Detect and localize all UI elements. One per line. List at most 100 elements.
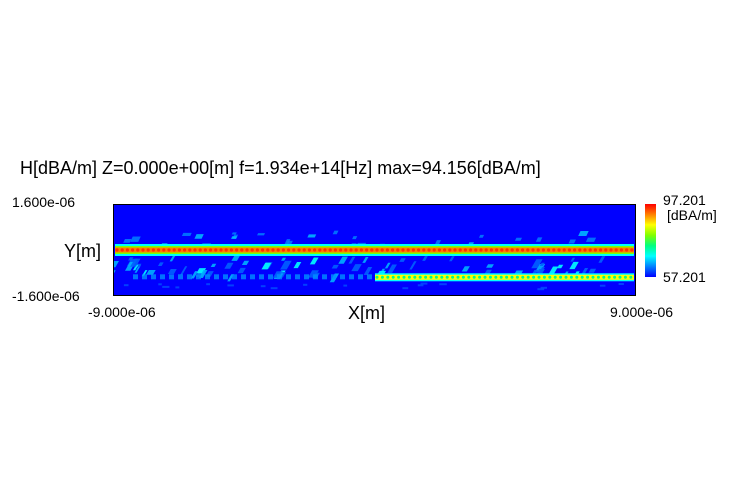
field-streak-middle [198, 270, 208, 278]
lower-band-node [407, 275, 411, 279]
lower-band-node [618, 275, 622, 279]
upper-band-node [250, 248, 254, 252]
upper-band-node [453, 248, 457, 252]
upper-band-node [609, 248, 613, 252]
upper-band-node [463, 248, 467, 252]
upper-band-node [515, 248, 519, 252]
field-streak-middle [588, 268, 597, 273]
upper-band-node [557, 248, 561, 252]
field-streak-middle [351, 264, 362, 272]
upper-band-node [167, 248, 171, 252]
lower-band-node [451, 275, 455, 279]
upper-band-node [354, 248, 358, 252]
lower-band-faint [250, 274, 255, 280]
lower-band-node [559, 275, 563, 279]
upper-band-node [349, 248, 353, 252]
field-streak-upper [231, 232, 237, 235]
x-axis-label: X[m] [348, 303, 386, 323]
field-streak-middle [146, 270, 156, 275]
field-streak-upper [478, 234, 485, 238]
upper-band-node [209, 248, 213, 252]
upper-band-node [583, 248, 587, 252]
upper-band-node [474, 248, 478, 252]
upper-band-node [287, 248, 291, 252]
field-streak-middle [399, 258, 406, 262]
upper-band-node [593, 248, 597, 252]
lower-band-faint [295, 274, 300, 280]
upper-band-node [146, 248, 150, 252]
upper-band-node [162, 248, 166, 252]
field-streak-middle [598, 256, 606, 263]
lower-band-node [397, 275, 401, 279]
field-streak-upper [284, 239, 291, 245]
heatmap-plot [113, 204, 636, 296]
field-streak-middle [169, 256, 176, 262]
upper-band-node [411, 248, 415, 252]
upper-band-node [599, 248, 603, 252]
field-streak-lower [537, 288, 545, 291]
lower-band-node [602, 275, 606, 279]
lower-band-node [380, 275, 384, 279]
upper-band-node [297, 248, 301, 252]
upper-band-node [292, 248, 296, 252]
upper-band-node [219, 248, 223, 252]
field-streak-middle [309, 257, 319, 265]
upper-band-node [541, 248, 545, 252]
field-pattern [113, 230, 634, 291]
upper-band-node [281, 248, 285, 252]
lower-band-faint [340, 274, 345, 280]
upper-band-node [188, 248, 192, 252]
plot-frame [113, 204, 636, 296]
field-streak-middle [531, 259, 543, 269]
field-streak-lower [618, 283, 624, 285]
field-streak-middle [384, 262, 391, 269]
lower-band-faint [223, 274, 228, 280]
upper-band-node [370, 248, 374, 252]
field-streak-middle [190, 271, 199, 279]
upper-band-node [359, 248, 363, 252]
upper-band-node [614, 248, 618, 252]
upper-band-node [547, 248, 551, 252]
upper-band-node [193, 248, 197, 252]
upper-band-node [380, 248, 384, 252]
upper-band-node [573, 248, 577, 252]
upper-band-node [578, 248, 582, 252]
lower-band-node [591, 275, 595, 279]
upper-band-node [255, 248, 259, 252]
upper-band-node [406, 248, 410, 252]
upper-band-node [396, 248, 400, 252]
lower-band-node [375, 275, 379, 279]
upper-band-node [422, 248, 426, 252]
lower-band-faint [358, 274, 363, 280]
lower-band-faint [178, 274, 183, 280]
upper-band-node [630, 248, 634, 252]
field-streak-upper [307, 234, 317, 238]
y-tick-label-bottom: -1.600e-06 [12, 288, 80, 304]
upper-band-node [339, 248, 343, 252]
lower-band-node [564, 275, 568, 279]
lower-band-faint [259, 274, 264, 280]
y-tick-label-top: 1.600e-06 [12, 194, 76, 210]
field-streak-middle [461, 266, 470, 272]
field-streak-lower [270, 287, 278, 290]
field-streak-middle [331, 264, 339, 269]
upper-band-node [313, 248, 317, 252]
upper-band-node [271, 248, 275, 252]
lower-band-faint [331, 274, 336, 280]
lower-band-node [483, 275, 487, 279]
lower-band-faint [142, 274, 147, 280]
field-streak-upper [181, 232, 192, 236]
upper-band-node [157, 248, 161, 252]
upper-band-node [318, 248, 322, 252]
field-streak-middle [514, 270, 524, 274]
upper-band-node [495, 248, 499, 252]
field-streak-lower [175, 286, 180, 289]
upper-band-node [437, 248, 441, 252]
lower-band-node [586, 275, 590, 279]
upper-band-node [214, 248, 218, 252]
field-streak-middle [569, 261, 579, 270]
lower-band-node [569, 275, 573, 279]
field-streak-upper [585, 237, 597, 242]
lower-band-node [623, 275, 627, 279]
lower-band-node [472, 275, 476, 279]
